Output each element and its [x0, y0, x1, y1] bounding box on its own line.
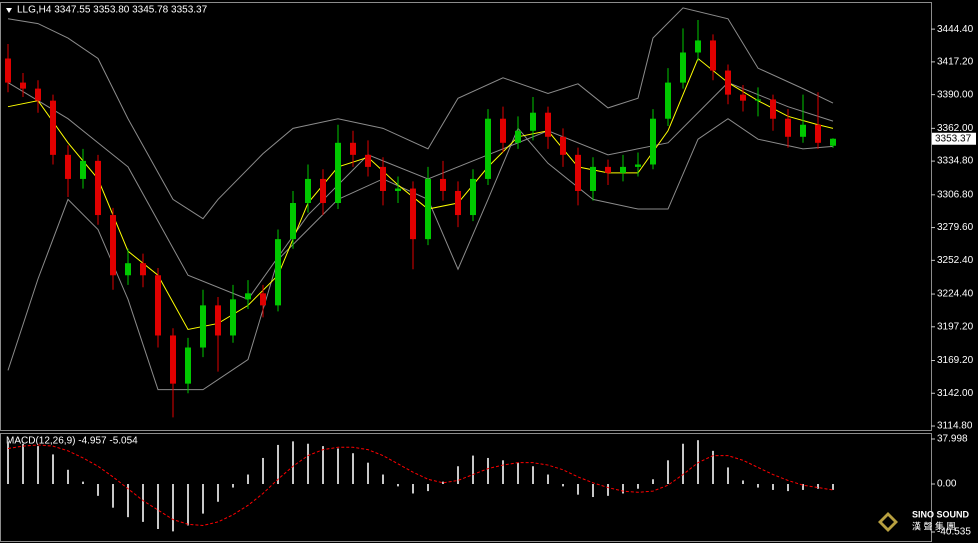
price-panel-frame [0, 2, 932, 431]
candle-body [680, 52, 686, 83]
candle-body [350, 142, 356, 155]
candle-body [5, 58, 11, 83]
candle-body [665, 82, 671, 119]
candle-body [485, 118, 491, 179]
candle-body [575, 154, 581, 191]
y-tick-label: 3390.00 [937, 89, 974, 100]
candle-body [740, 94, 746, 101]
price-tag: 3353.37 [935, 133, 972, 144]
indicator-line [7, 7, 834, 220]
y-tick-label: 3224.40 [937, 289, 974, 300]
candle-body [815, 124, 821, 143]
candle-body [695, 40, 701, 53]
y-tick-label: 3197.20 [937, 321, 974, 332]
candle-body [620, 166, 626, 173]
candle-body [455, 190, 461, 216]
candle-body [155, 275, 161, 336]
candle-body [305, 178, 311, 204]
y-tick-label: 3252.40 [937, 255, 974, 266]
y-tick-label: -40.535 [937, 527, 971, 538]
candle-body [425, 178, 431, 240]
candle-body [785, 118, 791, 137]
candle-body [290, 203, 296, 240]
candle-body [755, 99, 761, 101]
candle-body [365, 154, 371, 167]
macd-title: MACD(12,26,9) -4.957 -5.054 [6, 436, 138, 447]
candle-body [515, 130, 521, 143]
candle-body [770, 99, 776, 119]
chart-title: LLG,H4 3347.55 3353.80 3345.78 3353.37 [17, 5, 208, 16]
candle-body [230, 299, 236, 336]
brand-chinese: 漢 聲 集 團 [912, 520, 956, 531]
watermark: SINO SOUND 漢 聲 集 團 [878, 509, 970, 532]
y-tick-label: 3417.20 [937, 57, 974, 68]
candle-body [395, 188, 401, 191]
candle-body [110, 215, 116, 276]
y-tick-label: 3279.60 [937, 222, 974, 233]
y-tick-label: 3334.80 [937, 156, 974, 167]
candle-body [65, 154, 71, 179]
candle-body [260, 293, 266, 306]
signal-line [7, 444, 834, 526]
candle-body [125, 263, 131, 276]
candle-body [830, 138, 836, 146]
candle-body [725, 70, 731, 95]
candle-body [800, 124, 806, 137]
macd-panel-frame [0, 433, 932, 542]
candle-body [275, 239, 281, 306]
y-tick-label: 37.998 [937, 434, 968, 445]
brand: SINO SOUND [912, 509, 970, 519]
candle-body [320, 178, 326, 204]
menu-arrow [6, 8, 12, 13]
y-tick-label: 3169.20 [937, 355, 974, 366]
candle-body [470, 178, 476, 216]
candle-body [200, 305, 206, 348]
candle-body [50, 100, 56, 155]
candle-body [80, 160, 86, 179]
y-tick-label: 3306.80 [937, 189, 974, 200]
price-tag-box [932, 132, 976, 145]
candle-body [215, 305, 221, 336]
candle-body [635, 164, 641, 167]
candle-body [410, 188, 416, 240]
y-tick-label: 0.00 [937, 479, 957, 490]
candle-body [500, 118, 506, 143]
candle-body [170, 335, 176, 384]
candle-body [590, 166, 596, 191]
logo-inner [882, 516, 894, 528]
candle-body [380, 166, 386, 191]
candle-body [140, 263, 146, 276]
candle-body [530, 112, 536, 131]
y-tick-label: 3114.80 [937, 421, 973, 432]
candle-body [35, 88, 41, 101]
candle-body [605, 166, 611, 173]
candle-body [245, 293, 251, 300]
candle-body [95, 160, 101, 216]
y-tick-label: 3142.00 [937, 388, 974, 399]
candle-body [650, 118, 656, 165]
candle-body [335, 142, 341, 204]
candle-body [440, 178, 446, 191]
y-tick-label: 3362.00 [937, 123, 974, 134]
candle-body [185, 347, 191, 384]
candle-body [20, 82, 26, 89]
candle-body [710, 40, 716, 71]
candle-body [560, 136, 566, 155]
y-tick-label: 3444.40 [937, 24, 974, 35]
candle-body [545, 112, 551, 137]
